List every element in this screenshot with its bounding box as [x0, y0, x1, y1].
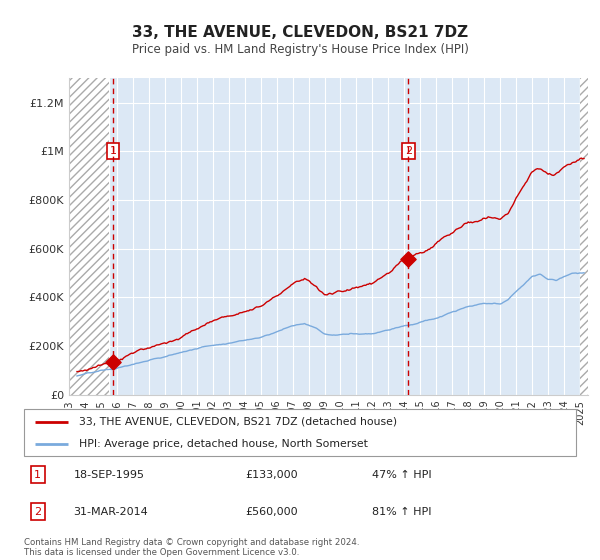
- FancyBboxPatch shape: [24, 409, 576, 456]
- Point: [404, 254, 413, 263]
- Text: 47% ↑ HPI: 47% ↑ HPI: [372, 470, 431, 479]
- Text: 18-SEP-1995: 18-SEP-1995: [74, 470, 145, 479]
- Text: 33, THE AVENUE, CLEVEDON, BS21 7DZ: 33, THE AVENUE, CLEVEDON, BS21 7DZ: [132, 25, 468, 40]
- Text: 81% ↑ HPI: 81% ↑ HPI: [372, 507, 431, 517]
- Bar: [580, 78, 588, 395]
- Text: £133,000: £133,000: [245, 470, 298, 479]
- Bar: [69, 78, 109, 395]
- Text: HPI: Average price, detached house, North Somerset: HPI: Average price, detached house, Nort…: [79, 438, 368, 449]
- Text: 2: 2: [405, 146, 412, 156]
- Point: [108, 358, 118, 367]
- Text: Price paid vs. HM Land Registry's House Price Index (HPI): Price paid vs. HM Land Registry's House …: [131, 43, 469, 56]
- Text: 2: 2: [34, 507, 41, 517]
- Text: 33, THE AVENUE, CLEVEDON, BS21 7DZ (detached house): 33, THE AVENUE, CLEVEDON, BS21 7DZ (deta…: [79, 417, 397, 427]
- Text: Contains HM Land Registry data © Crown copyright and database right 2024.
This d: Contains HM Land Registry data © Crown c…: [24, 538, 359, 557]
- Text: 31-MAR-2014: 31-MAR-2014: [74, 507, 148, 517]
- Text: 1: 1: [109, 146, 116, 156]
- Text: 1: 1: [34, 470, 41, 479]
- Bar: [69, 78, 109, 395]
- Bar: [580, 78, 588, 395]
- Text: £560,000: £560,000: [245, 507, 298, 517]
